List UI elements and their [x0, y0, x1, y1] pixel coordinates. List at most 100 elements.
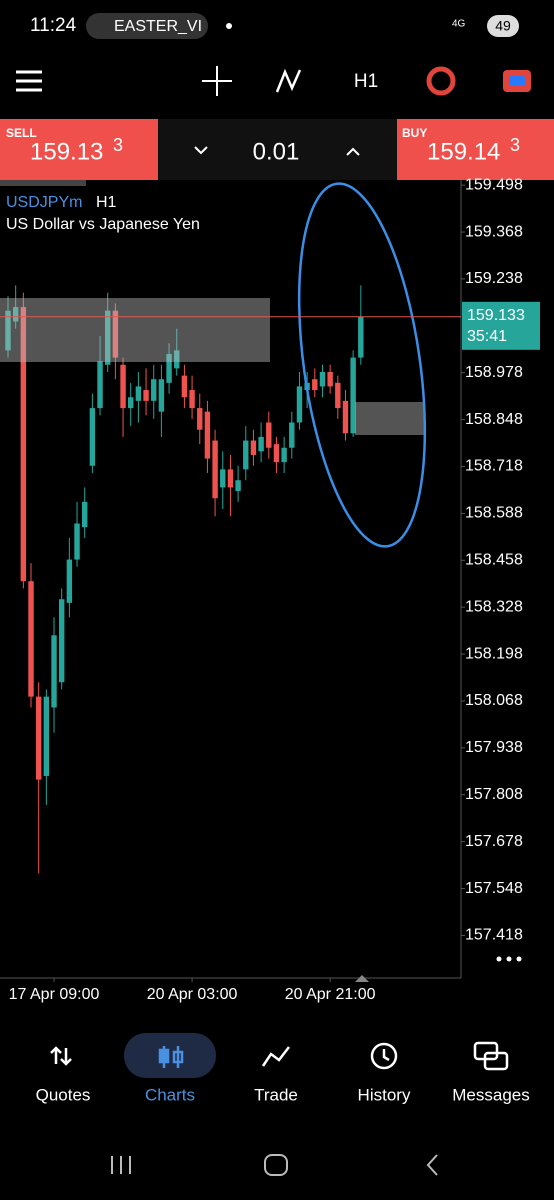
y-tick-label: 158.978 — [465, 364, 523, 381]
candle-body — [28, 581, 34, 697]
candle-body — [143, 390, 149, 401]
battery — [487, 15, 519, 37]
candle-body — [97, 361, 103, 409]
candle-body — [335, 382, 341, 409]
candle-body — [112, 310, 119, 358]
sell-pip: 3 — [113, 135, 123, 155]
candle-body — [220, 469, 226, 488]
timeframe[interactable]: H1 — [354, 71, 378, 92]
candle-body — [327, 372, 333, 387]
header-timeframe: H1 — [96, 194, 117, 211]
y-tick-label: 158.718 — [465, 458, 523, 475]
y-tick-label: 157.548 — [465, 880, 523, 897]
x-tick-label: 17 Apr 09:00 — [9, 986, 100, 1003]
candle-body — [350, 357, 356, 434]
candle-body — [58, 599, 65, 683]
nav-item[interactable]: Charts — [145, 1085, 195, 1104]
status-dot — [226, 23, 232, 29]
candle-body — [43, 696, 50, 776]
status-time: 11:24 — [30, 15, 77, 36]
candle-body — [128, 397, 134, 409]
candle-body — [89, 408, 96, 466]
nav-item[interactable]: Messages — [452, 1085, 529, 1104]
candle-body — [296, 386, 303, 423]
nav-icons — [50, 1041, 509, 1071]
y-tick-label: 159.498 — [465, 176, 523, 193]
candle-body — [158, 379, 165, 412]
nav-item[interactable]: Trade — [254, 1085, 298, 1104]
volume: 0.01 — [253, 138, 300, 165]
system-nav[interactable] — [111, 1154, 438, 1176]
status-network: 4G — [452, 19, 466, 30]
y-tick-label: 159.238 — [465, 270, 523, 287]
candle-body — [312, 379, 318, 391]
y-tick-label: 157.678 — [465, 833, 523, 850]
candle-body — [20, 307, 27, 582]
crosshair-icon[interactable] — [202, 66, 232, 96]
candle-body — [281, 447, 287, 463]
buy-pip: 3 — [510, 135, 520, 155]
zone-box — [0, 298, 270, 362]
scroll-marker — [355, 975, 369, 982]
status-pill — [86, 13, 208, 39]
status-app: EASTER_VI — [114, 18, 202, 35]
sell-button[interactable] — [0, 119, 158, 180]
candle-body — [358, 316, 364, 358]
candle-body — [174, 350, 180, 369]
indicator-icon[interactable] — [275, 68, 302, 93]
zone-box — [355, 402, 425, 435]
price-tag-value: 159.133 — [467, 307, 525, 324]
y-tick-label: 158.328 — [465, 598, 523, 615]
candle-body — [82, 501, 88, 528]
candle-body — [66, 559, 73, 603]
battery-level: 49 — [495, 18, 511, 34]
candle-body — [5, 310, 11, 351]
menu-icon[interactable] — [16, 70, 42, 92]
plot — [5, 285, 364, 874]
candle-body — [189, 390, 195, 409]
candle-body — [105, 310, 111, 365]
candle-body — [258, 436, 264, 452]
candle-body — [289, 422, 295, 448]
candle-body — [135, 386, 142, 401]
candle-body — [212, 440, 218, 499]
buy-price: 159.14 — [427, 138, 500, 165]
candle-body — [12, 307, 19, 322]
account-icon[interactable] — [426, 66, 456, 96]
candle-body — [227, 469, 234, 488]
nav-item[interactable]: History — [358, 1085, 411, 1104]
candle-body — [266, 422, 272, 448]
candle-body — [273, 444, 280, 463]
candle-body — [243, 440, 249, 470]
description: US Dollar vs Japanese Yen — [6, 216, 200, 233]
candle-body — [204, 411, 211, 459]
candle-body — [235, 480, 241, 492]
y-tick-label: 158.198 — [465, 645, 523, 662]
volume-down[interactable] — [194, 146, 208, 155]
annotation-ellipse — [297, 182, 427, 548]
candle-body — [151, 379, 157, 401]
buy-button[interactable] — [397, 119, 554, 180]
more-icon[interactable] — [496, 956, 522, 962]
volume-up[interactable] — [346, 147, 360, 156]
y-tick-label: 157.808 — [465, 786, 523, 803]
y-tick-label: 159.368 — [465, 223, 523, 240]
buy-label: BUY — [402, 126, 427, 140]
nav-item[interactable]: Quotes — [36, 1085, 91, 1104]
y-tick-label: 158.588 — [465, 505, 523, 522]
candle-body — [35, 696, 42, 780]
y-tick-label: 158.848 — [465, 411, 523, 428]
y-tick-label: 157.418 — [465, 927, 523, 944]
symbol[interactable]: USDJPYm — [6, 194, 82, 211]
y-tick-label: 157.938 — [465, 739, 523, 756]
candle-body — [120, 364, 126, 409]
sell-label: SELL — [6, 126, 37, 140]
candle-body — [342, 400, 349, 434]
x-tick-label: 20 Apr 03:00 — [147, 986, 238, 1003]
price-tag — [462, 301, 540, 350]
y-tick-label: 158.458 — [465, 552, 523, 569]
candle-body — [319, 372, 326, 387]
candle-body — [166, 353, 172, 383]
